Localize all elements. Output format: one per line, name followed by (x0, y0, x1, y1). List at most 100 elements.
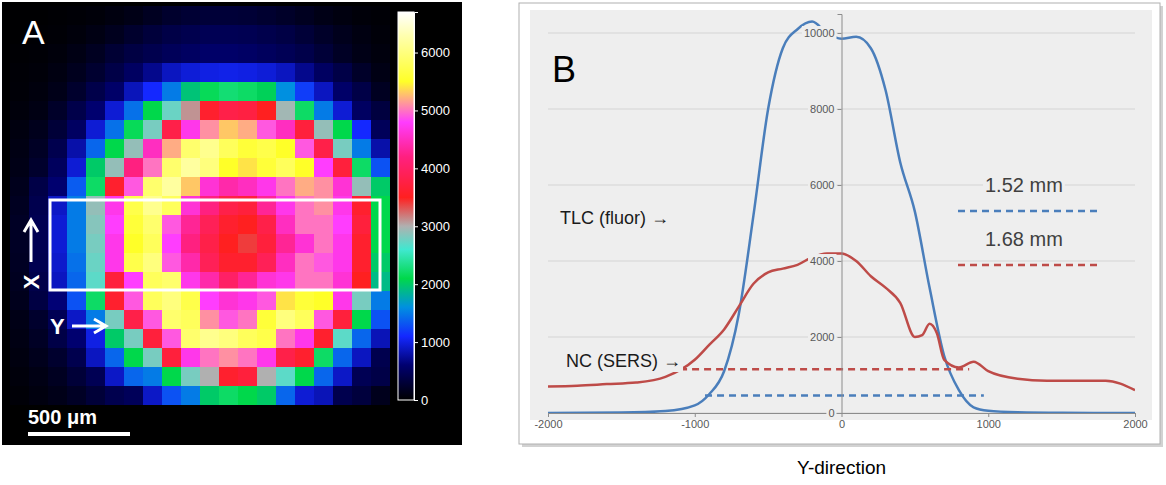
heatmap-cell (371, 139, 390, 159)
heatmap-cell (276, 177, 296, 197)
heatmap-cell (238, 329, 258, 349)
heatmap-cell (371, 6, 390, 26)
heatmap-cell (48, 82, 68, 102)
heatmap-cell (143, 82, 163, 102)
heatmap-cell (29, 348, 49, 368)
heatmap-cell (162, 158, 182, 178)
heatmap-cell (314, 234, 334, 254)
heatmap-cell (371, 348, 390, 368)
heatmap-cell (333, 63, 353, 83)
heatmap-cell (295, 63, 315, 83)
heatmap-cell (276, 44, 296, 64)
colorbar-tick: 4000 (414, 161, 450, 176)
heatmap-cell (86, 291, 106, 311)
heatmap-cell (295, 25, 315, 45)
colorbar-tick-label: 4000 (421, 161, 450, 176)
heatmap-cell (276, 158, 296, 178)
heatmap-cell (371, 120, 390, 140)
heatmap-cell (352, 348, 372, 368)
heatmap-cell (105, 101, 125, 121)
heatmap-cell (333, 139, 353, 159)
heatmap-cell (124, 101, 144, 121)
heatmap-cell (238, 82, 258, 102)
heatmap-cell (219, 291, 239, 311)
heatmap-cell (143, 44, 163, 64)
heatmap-cell (143, 25, 163, 45)
heatmap-cell (10, 329, 30, 349)
heatmap-cell (219, 215, 239, 235)
y-arrow (72, 319, 106, 333)
width-line (705, 394, 984, 397)
heatmap-cell (352, 120, 372, 140)
heatmap-cell (143, 329, 163, 349)
heatmap-cell (124, 82, 144, 102)
heatmap-cell (352, 158, 372, 178)
y-tick: 10000 (802, 26, 842, 40)
heatmap-cell (200, 139, 220, 159)
x-tick: -2000 (534, 413, 562, 430)
heatmap-cell (124, 234, 144, 254)
heatmap-cell (276, 329, 296, 349)
width-label-patch (983, 173, 1065, 197)
y-tick-label: 0 (828, 407, 834, 419)
heatmap-cell (352, 44, 372, 64)
heatmap-cell (29, 367, 49, 387)
heatmap-cell (257, 177, 277, 197)
heatmap-cell (219, 310, 239, 330)
heatmap-cell (105, 120, 125, 140)
heatmap-cell (257, 158, 277, 178)
heatmap-cell (105, 6, 125, 26)
heatmap-cell (29, 196, 49, 216)
colorbar-tick: 3000 (414, 219, 450, 234)
series-label: NC (SERS) → (566, 351, 681, 371)
heatmap-cell (86, 158, 106, 178)
heatmap-cell (143, 386, 163, 405)
width-label-sample (958, 264, 1098, 267)
heatmap-cell (257, 82, 277, 102)
heatmap-cell (67, 63, 87, 83)
heatmap-cell (181, 158, 201, 178)
heatmap-cell (219, 348, 239, 368)
heatmap-cell (86, 253, 106, 273)
heatmap-cell (162, 6, 182, 26)
heatmap-cell (276, 291, 296, 311)
heatmap-cell (333, 329, 353, 349)
heatmap-cell (314, 63, 334, 83)
heatmap-cell (333, 367, 353, 387)
scale-bar (28, 432, 130, 436)
panel-a: XYA500 μm0100020003000400050006000 (2, 2, 462, 445)
width-label-patch (983, 227, 1065, 251)
heatmap-cell (314, 329, 334, 349)
heatmap-cell (29, 139, 49, 159)
heatmap-cell (181, 367, 201, 387)
heatmap-cell (276, 367, 296, 387)
heatmap-cell (181, 82, 201, 102)
heatmap-cell (333, 253, 353, 273)
heatmap-cell (105, 158, 125, 178)
heatmap-cell (314, 291, 334, 311)
heatmap-cell (257, 139, 277, 159)
heatmap-cell (314, 6, 334, 26)
heatmap-cell (200, 215, 220, 235)
colorbar-axis: 0100020003000400050006000 (414, 13, 450, 408)
heatmap-cell (200, 25, 220, 45)
heatmap-cell (352, 291, 372, 311)
heatmap-cell (219, 177, 239, 197)
heatmap-cell (295, 215, 315, 235)
heatmap-cell (257, 234, 277, 254)
scale-bar-label: 500 μm (28, 406, 97, 428)
heatmap-cell (29, 329, 49, 349)
heatmap-cell (333, 386, 353, 405)
heatmap-cell (371, 310, 390, 330)
heatmap-cell (314, 82, 334, 102)
width-label: 1.52 mm (985, 174, 1063, 196)
heatmap-cell (29, 120, 49, 140)
x-tick-label: 2000 (1123, 418, 1147, 430)
heatmap-cell (219, 101, 239, 121)
heatmap-cell (10, 234, 30, 254)
heatmap-cell (29, 177, 49, 197)
heatmap-cell (238, 177, 258, 197)
heatmap-cell (314, 101, 334, 121)
heatmap-cell (276, 348, 296, 368)
heatmap-cell (48, 139, 68, 159)
